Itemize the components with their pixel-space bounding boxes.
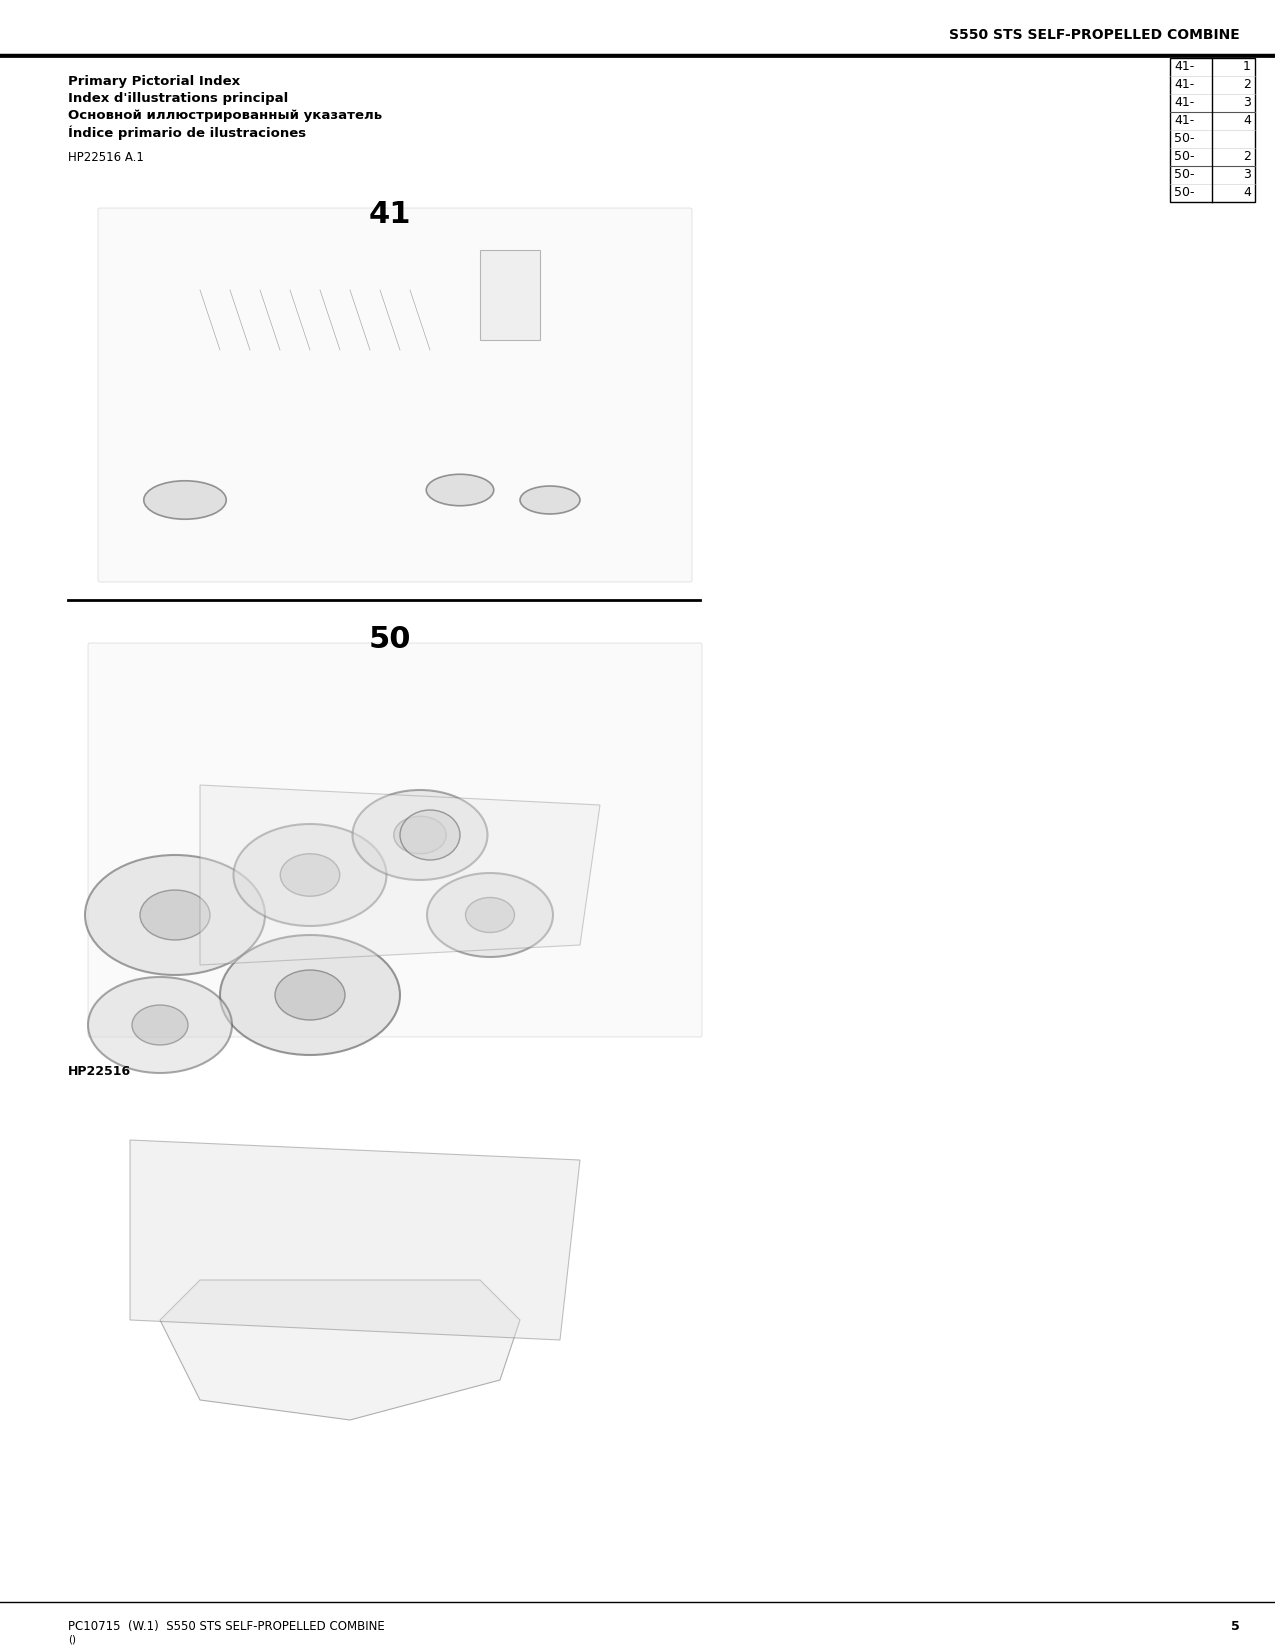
Polygon shape: [159, 1280, 520, 1421]
FancyBboxPatch shape: [98, 208, 692, 582]
Ellipse shape: [221, 936, 400, 1054]
Ellipse shape: [85, 855, 265, 975]
Ellipse shape: [352, 790, 487, 879]
Text: 50-: 50-: [1174, 168, 1195, 182]
Ellipse shape: [400, 810, 460, 860]
Ellipse shape: [233, 823, 386, 926]
Ellipse shape: [520, 487, 580, 515]
Text: 41-: 41-: [1174, 114, 1195, 127]
Text: HP22516: HP22516: [68, 1064, 131, 1077]
Ellipse shape: [140, 889, 210, 940]
Text: (): (): [68, 1634, 76, 1643]
Text: Основной иллюстрированный указатель: Основной иллюстрированный указатель: [68, 109, 382, 122]
Ellipse shape: [465, 898, 515, 932]
Text: 4: 4: [1243, 114, 1251, 127]
Ellipse shape: [394, 817, 446, 853]
Ellipse shape: [280, 853, 339, 896]
Text: 50-: 50-: [1174, 186, 1195, 200]
Text: 1: 1: [1243, 61, 1251, 74]
Text: 4: 4: [1243, 186, 1251, 200]
Bar: [479, 251, 541, 340]
Text: 50-: 50-: [1174, 132, 1195, 145]
Text: S550 STS SELF-PROPELLED COMBINE: S550 STS SELF-PROPELLED COMBINE: [950, 28, 1241, 41]
Text: 5: 5: [1232, 1620, 1241, 1634]
Ellipse shape: [426, 474, 493, 507]
Ellipse shape: [275, 970, 346, 1020]
Text: 3: 3: [1243, 168, 1251, 182]
Bar: [1170, 58, 1255, 201]
Text: 2: 2: [1243, 150, 1251, 163]
Text: 2: 2: [1243, 79, 1251, 91]
Text: 41-: 41-: [1174, 61, 1195, 74]
Text: 41-: 41-: [1174, 79, 1195, 91]
Text: HP22516 A.1: HP22516 A.1: [68, 152, 144, 163]
Polygon shape: [200, 785, 601, 965]
Text: Índice primario de ilustraciones: Índice primario de ilustraciones: [68, 125, 306, 140]
Ellipse shape: [144, 480, 226, 520]
Text: PC10715  (W.1)  S550 STS SELF-PROPELLED COMBINE: PC10715 (W.1) S550 STS SELF-PROPELLED CO…: [68, 1620, 385, 1634]
Ellipse shape: [133, 1005, 187, 1044]
Text: 50: 50: [368, 625, 412, 653]
Ellipse shape: [427, 873, 553, 957]
Text: 41-: 41-: [1174, 96, 1195, 109]
Text: 41: 41: [368, 200, 412, 229]
FancyBboxPatch shape: [88, 644, 703, 1036]
Ellipse shape: [88, 977, 232, 1072]
Text: Primary Pictorial Index: Primary Pictorial Index: [68, 74, 240, 87]
Text: 50-: 50-: [1174, 150, 1195, 163]
Text: Index d'illustrations principal: Index d'illustrations principal: [68, 92, 288, 106]
Text: 3: 3: [1243, 96, 1251, 109]
Polygon shape: [130, 1140, 580, 1340]
